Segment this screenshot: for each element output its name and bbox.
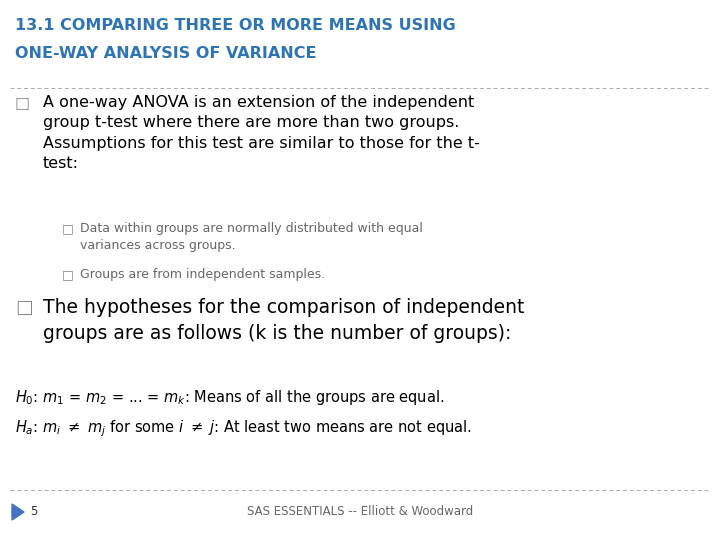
- Text: □: □: [15, 95, 30, 110]
- Text: □: □: [62, 222, 73, 235]
- Text: SAS ESSENTIALS -- Elliott & Woodward: SAS ESSENTIALS -- Elliott & Woodward: [247, 505, 473, 518]
- Text: □: □: [62, 268, 73, 281]
- Text: $\mathit{H}_a$: $\mathit{m}_i$ $\neq$ $\mathit{m}_j$ for some $\mathit{i}$ $\neq: $\mathit{H}_a$: $\mathit{m}_i$ $\neq$ $\…: [15, 418, 472, 438]
- Text: $\mathit{H}_0$: $\mathit{m}_1$ = $\mathit{m}_2$ = ... = $\mathit{m}_k$: Means of: $\mathit{H}_0$: $\mathit{m}_1$ = $\mathi…: [15, 388, 444, 407]
- Text: The hypotheses for the comparison of independent
groups are as follows (k is the: The hypotheses for the comparison of ind…: [43, 298, 524, 343]
- Text: 5: 5: [30, 505, 37, 518]
- Text: A one-way ANOVA is an extension of the independent
group t-test where there are : A one-way ANOVA is an extension of the i…: [43, 95, 480, 171]
- Text: ONE-WAY ANALYSIS OF VARIANCE: ONE-WAY ANALYSIS OF VARIANCE: [15, 46, 317, 61]
- Text: 13.1 COMPARING THREE OR MORE MEANS USING: 13.1 COMPARING THREE OR MORE MEANS USING: [15, 18, 456, 33]
- Text: Data within groups are normally distributed with equal
variances across groups.: Data within groups are normally distribu…: [80, 222, 423, 253]
- Polygon shape: [12, 504, 24, 520]
- Text: □: □: [15, 298, 32, 317]
- Text: Groups are from independent samples.: Groups are from independent samples.: [80, 268, 325, 281]
